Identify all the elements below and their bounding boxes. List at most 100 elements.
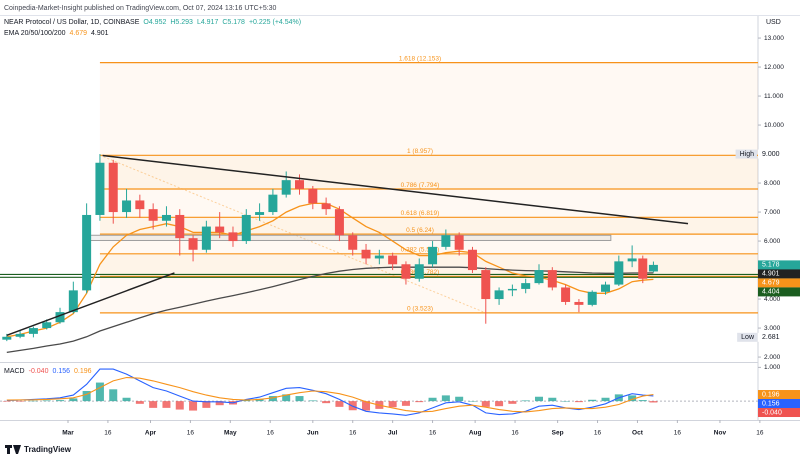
histogram-bar (401, 401, 410, 406)
histogram-bar (335, 401, 344, 407)
price-tag-box (758, 408, 800, 418)
fib-label: 0 (3.523) (407, 306, 433, 313)
histogram-bar (455, 396, 464, 402)
candle-body (614, 261, 624, 285)
y-tick-label: 13.000 (764, 35, 784, 42)
histogram-bar (295, 396, 304, 402)
histogram-bar (95, 382, 104, 402)
y-tick-label: 11.000 (764, 93, 784, 100)
x-tick-label: 16 (756, 430, 764, 437)
candle-body (361, 249, 371, 259)
indicator-value: 0.156 (52, 368, 70, 375)
x-tick-label: 16 (267, 430, 275, 437)
histogram-bar (149, 401, 158, 408)
price-tag-label: 4.404 (762, 289, 780, 296)
indicator-title: MACD (4, 368, 25, 375)
candle-body (161, 214, 171, 221)
histogram-bar (82, 391, 91, 402)
price-tag-label: 0.196 (762, 391, 780, 398)
price-tag: 2.681 Low (737, 332, 800, 342)
candle-body (148, 209, 158, 221)
candle-body (561, 287, 571, 302)
x-tick-label: 16 (511, 430, 519, 437)
fib-diagonal (99, 154, 486, 314)
y-tick-label: 7.000 (764, 209, 781, 216)
price-tag-label: 2.681 (762, 334, 780, 341)
histogram-bar (122, 397, 131, 402)
histogram-bar (638, 400, 647, 402)
price-tag-box (758, 269, 800, 279)
fib-label: 1 (8.957) (407, 148, 433, 155)
candle-body (547, 270, 557, 288)
price-tag-label: 5.178 (762, 262, 780, 269)
candle-body (308, 188, 318, 204)
candle-body (521, 283, 531, 289)
indicator-value: -0.040 (29, 368, 49, 375)
candle-body (28, 328, 38, 334)
candle-body (188, 238, 198, 250)
histogram-bar (135, 401, 144, 404)
candle-body (454, 235, 464, 250)
histogram-bar (162, 401, 171, 408)
candle-body (255, 212, 265, 215)
x-tick-label: Sep (552, 430, 564, 437)
price-tag-box (758, 287, 800, 297)
fib-band (99, 234, 758, 254)
histogram-bar (521, 400, 530, 402)
y-tick-label: 1.000 (764, 364, 781, 371)
x-tick-label: 16 (349, 430, 357, 437)
price-tag-name-box (737, 332, 757, 342)
x-tick-label: Apr (145, 430, 157, 437)
price-tag-box (758, 278, 800, 288)
ohlc-value: O4.952 (143, 19, 166, 26)
price-tag-box (758, 390, 800, 400)
histogram-bar (29, 400, 38, 402)
x-tick-label: Jul (388, 430, 398, 437)
candle-body (295, 180, 305, 189)
histogram-bar (428, 397, 437, 402)
trendline (102, 154, 689, 225)
candle-body (348, 235, 358, 250)
ohlc-value: +0.225 (+4.54%) (249, 19, 301, 26)
y-tick-label: 3.000 (764, 325, 781, 332)
x-tick-label: Nov (714, 430, 727, 437)
price-tag-name: High (740, 151, 755, 158)
y-tick-label: 6.000 (764, 238, 781, 245)
candle-body (334, 209, 344, 236)
footer-brand: TradingView (24, 445, 72, 454)
candle-body (587, 291, 597, 305)
x-tick-label: 16 (429, 430, 437, 437)
histogram-bar (601, 397, 610, 402)
histogram-bar (628, 395, 637, 402)
candle-body (648, 264, 658, 272)
price-tag-label: 9.000 (762, 151, 780, 158)
histogram-bar (42, 400, 51, 402)
histogram-bar (189, 401, 198, 411)
price-tag-label: 4.901 (762, 271, 780, 278)
candle-body (175, 214, 185, 239)
candle-body (135, 200, 145, 210)
fib-label: 0.382 (5.561) (401, 247, 440, 254)
price-tag: 0.196 (758, 390, 800, 400)
histogram-bar (588, 399, 597, 402)
price-tag: 4.404 (758, 287, 800, 297)
price-tag: 4.679 (758, 278, 800, 288)
histogram-bar (69, 398, 78, 402)
fib-band (99, 217, 758, 235)
price-tag: -0.040 (758, 408, 800, 418)
indicator-value: 4.679 (70, 30, 88, 37)
candle-body (55, 312, 65, 323)
candle-body (122, 200, 132, 213)
candle-body (68, 290, 78, 313)
histogram-bar (649, 401, 658, 403)
histogram-bar (109, 389, 118, 402)
price-tag-label: 0.156 (762, 400, 780, 407)
fib-band (99, 253, 758, 277)
price-tag-box (758, 399, 800, 409)
y-tick-label: 8.000 (764, 180, 781, 187)
indicator-label: EMA 20/50/100/200 (4, 30, 66, 37)
ohlc-value: H5.293 (170, 19, 193, 26)
